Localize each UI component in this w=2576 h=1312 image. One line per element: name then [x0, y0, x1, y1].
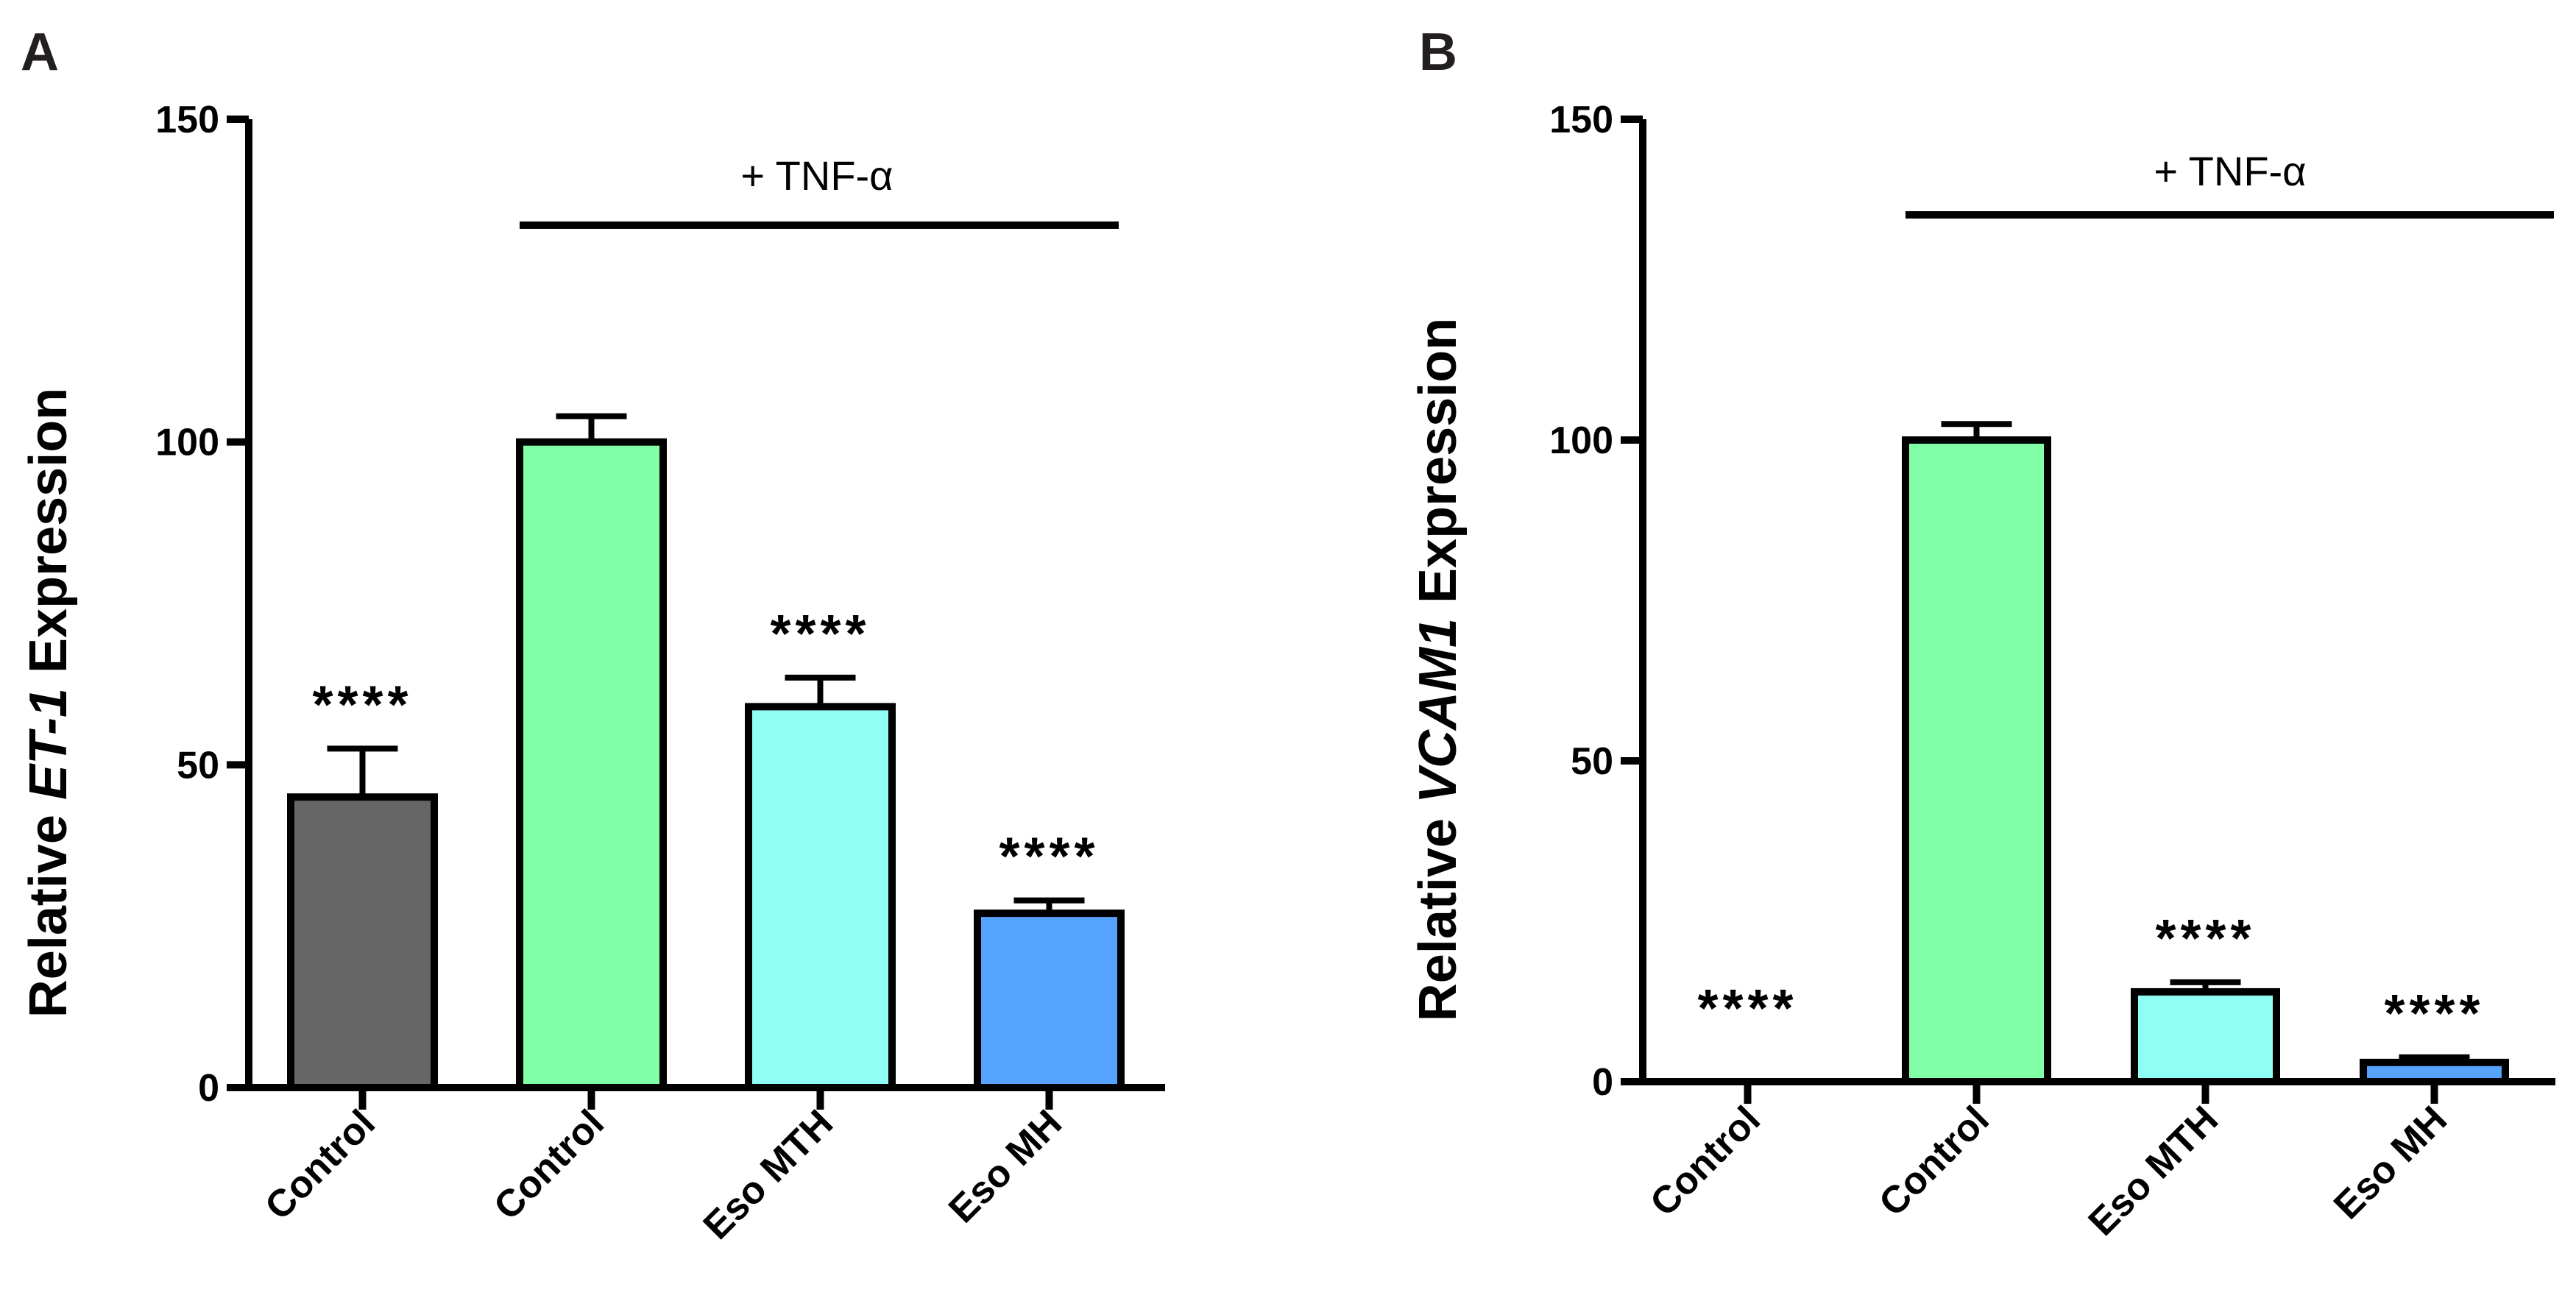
bar-control: [1902, 436, 2051, 1085]
panel-letter: A: [21, 23, 59, 82]
significance-label: ****: [999, 828, 1099, 887]
y-tick-label: 0: [1592, 1061, 1613, 1104]
bar-eso-mth: [2131, 987, 2280, 1086]
group-label: + TNF-α: [740, 152, 893, 199]
y-axis-label-prefix: Relative: [19, 800, 78, 1018]
significance-label: ****: [2384, 985, 2484, 1043]
y-tick-label: 150: [1549, 99, 1613, 141]
bar-eso-mh: [974, 909, 1125, 1091]
x-tick-label: Control: [257, 1102, 383, 1228]
bar-eso-mh: [2360, 1058, 2509, 1085]
y-axis-label: Relative VCAM1 Expression: [1409, 318, 1468, 1021]
bar-eso-mth: [745, 703, 896, 1091]
bar-control: [287, 793, 438, 1091]
panel-b: B Relative VCAM1 Expression + TNF-α 0 50 1…: [1409, 23, 2555, 1244]
significance-label: ****: [770, 605, 870, 664]
bar-control: [516, 438, 667, 1091]
y-tick-label: 50: [1571, 740, 1613, 783]
significance-label: ****: [312, 675, 412, 734]
y-tick-label: 100: [155, 422, 219, 464]
significance-label: ****: [2155, 909, 2255, 968]
x-tick-label: Control: [1871, 1098, 1998, 1224]
y-axis-label-prefix: Relative: [1409, 804, 1468, 1021]
y-tick-label: 0: [198, 1067, 219, 1110]
x-tick-label: Eso MH: [941, 1102, 1070, 1231]
y-tick-label: 100: [1549, 419, 1613, 462]
x-tick-label: Eso MTH: [696, 1102, 841, 1247]
y-tick-label: 150: [155, 99, 219, 141]
y-axis-label-suffix: Expression: [1409, 318, 1468, 618]
x-tick-label: Control: [486, 1102, 612, 1228]
chart-marks: 0 50 100 150 **** Control Control **** Eso MTH **…: [1549, 99, 2555, 1244]
significance-label: ****: [1697, 979, 1797, 1038]
x-tick-label: Control: [1642, 1098, 1769, 1224]
y-axis-label-gene: ET-1: [19, 688, 78, 800]
y-axis-label-suffix: Expression: [19, 388, 78, 688]
y-axis-label-gene: VCAM1: [1409, 618, 1468, 804]
y-tick-label: 50: [177, 744, 219, 787]
x-tick-label: Eso MTH: [2081, 1098, 2226, 1244]
panel-a: A Relative ET-1 Expression + TNF-α 0 50 10…: [19, 23, 1165, 1248]
group-label: + TNF-α: [2154, 148, 2306, 194]
panel-letter: B: [1419, 23, 1457, 82]
y-axis-label: Relative ET-1 Expression: [19, 388, 78, 1018]
chart-marks: 0 50 100 150 **** Control Control **** Eso MTH **…: [155, 99, 1165, 1248]
x-tick-label: Eso MH: [2326, 1098, 2455, 1227]
